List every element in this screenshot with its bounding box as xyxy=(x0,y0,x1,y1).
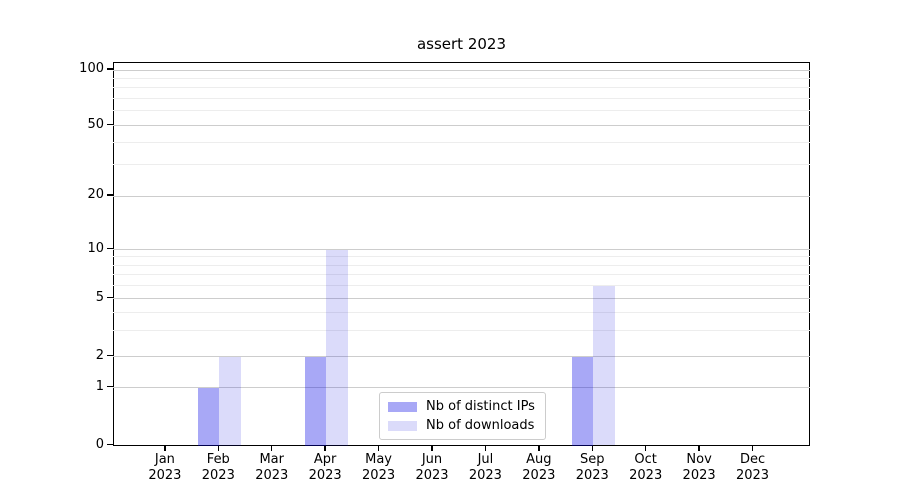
gridline-minor xyxy=(112,312,810,314)
x-tick-mark xyxy=(644,446,647,451)
x-tick-mark xyxy=(538,446,540,451)
gridline-major xyxy=(112,69,810,71)
y-tick-label: 1 xyxy=(95,378,104,394)
gridline-major xyxy=(112,249,810,250)
legend-label: Nb of distinct IPs xyxy=(426,399,535,414)
x-tick-mark xyxy=(698,446,700,451)
x-tick-label: Oct 2023 xyxy=(629,452,663,483)
gridline-minor xyxy=(112,330,810,332)
x-tick-label: Apr 2023 xyxy=(308,452,342,483)
gridline-major xyxy=(112,195,810,197)
x-tick-label: Feb 2023 xyxy=(201,452,235,483)
x-tick-label: Jan 2023 xyxy=(148,452,182,483)
y-tick-label: 10 xyxy=(87,240,104,256)
gridline-minor xyxy=(112,87,810,89)
legend: Nb of distinct IPs Nb of downloads xyxy=(379,392,546,440)
bar-distinct-ips xyxy=(304,356,327,446)
x-tick-mark xyxy=(217,446,219,451)
y-tick-mark xyxy=(106,123,113,126)
gridline-minor xyxy=(112,264,810,266)
y-tick-label: 100 xyxy=(79,61,104,76)
gridline-major xyxy=(112,298,810,299)
gridline-major xyxy=(112,356,810,357)
x-tick-label: Aug 2023 xyxy=(522,452,556,483)
x-tick-label: Jun 2023 xyxy=(415,452,449,483)
x-tick-mark xyxy=(591,446,593,451)
x-tick-mark xyxy=(431,446,433,451)
x-tick-label: Nov 2023 xyxy=(682,452,716,483)
x-tick-mark xyxy=(751,446,754,451)
gridline-minor xyxy=(112,98,810,100)
x-tick-mark xyxy=(324,446,326,451)
x-tick-mark xyxy=(271,446,273,451)
chart-layers xyxy=(112,62,810,446)
legend-label: Nb of downloads xyxy=(426,418,535,433)
y-tick-mark xyxy=(106,385,113,388)
bar-distinct-ips xyxy=(571,356,594,446)
y-tick-mark xyxy=(106,354,113,357)
x-tick-label: May 2023 xyxy=(362,452,396,483)
x-tick-label: Sep 2023 xyxy=(575,452,609,483)
gridline-minor xyxy=(112,274,810,276)
y-tick-label: 5 xyxy=(95,289,104,305)
x-tick-label: Jul 2023 xyxy=(468,452,502,483)
bar-distinct-ips xyxy=(197,387,220,446)
legend-item-downloads: Nb of downloads xyxy=(388,418,535,433)
gridline-major xyxy=(112,125,810,126)
y-tick-label: 2 xyxy=(95,347,104,363)
gridline-minor xyxy=(112,285,810,287)
y-tick-label: 0 xyxy=(95,436,104,452)
legend-item-distinct-ips: Nb of distinct IPs xyxy=(388,399,535,414)
legend-swatch-distinct-ips-icon xyxy=(388,401,417,412)
bar-downloads xyxy=(219,356,241,446)
y-tick-mark xyxy=(106,194,113,196)
bar-downloads xyxy=(593,285,615,446)
plot-area: Nb of distinct IPs Nb of downloads xyxy=(112,62,810,446)
y-tick-mark xyxy=(106,247,113,250)
y-tick-mark xyxy=(106,68,113,70)
y-tick-mark xyxy=(106,296,113,299)
gridline-minor xyxy=(112,164,810,166)
x-tick-mark xyxy=(484,446,487,451)
bar-downloads xyxy=(326,249,348,446)
y-tick-label: 50 xyxy=(87,116,104,132)
chart-title: assert 2023 xyxy=(416,35,507,53)
gridline-minor xyxy=(112,110,810,112)
legend-swatch-downloads-icon xyxy=(388,420,417,431)
y-tick-mark xyxy=(106,443,113,446)
gridline-minor xyxy=(112,142,810,144)
x-tick-mark xyxy=(164,446,166,451)
gridline-major xyxy=(112,387,810,388)
gridline-minor xyxy=(112,256,810,258)
x-tick-mark xyxy=(377,446,380,451)
gridline-minor xyxy=(112,77,810,79)
y-tick-label: 20 xyxy=(87,187,104,202)
x-tick-label: Mar 2023 xyxy=(255,452,289,483)
x-tick-label: Dec 2023 xyxy=(735,452,770,483)
